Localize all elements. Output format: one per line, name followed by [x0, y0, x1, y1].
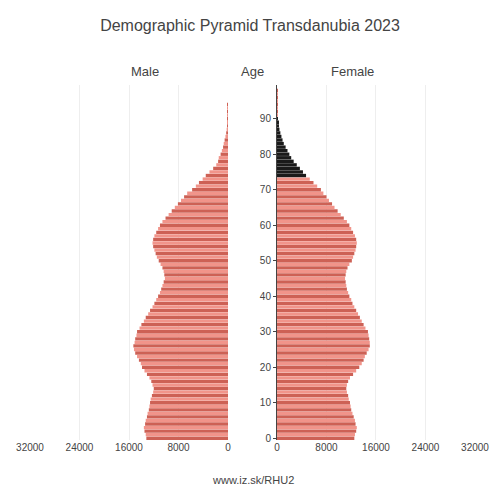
svg-text:20: 20	[260, 362, 272, 373]
svg-text:8000: 8000	[167, 442, 190, 453]
svg-text:24000: 24000	[412, 442, 440, 453]
svg-text:0: 0	[225, 442, 231, 453]
svg-text:60: 60	[260, 220, 272, 231]
svg-text:0: 0	[274, 442, 280, 453]
svg-text:32000: 32000	[461, 442, 489, 453]
svg-text:32000: 32000	[16, 442, 44, 453]
svg-text:80: 80	[260, 149, 272, 160]
svg-text:70: 70	[260, 184, 272, 195]
svg-text:90: 90	[260, 113, 272, 124]
svg-text:Male: Male	[131, 64, 159, 79]
svg-text:40: 40	[260, 291, 272, 302]
svg-text:16000: 16000	[115, 442, 143, 453]
svg-text:www.iz.sk/RHU2: www.iz.sk/RHU2	[212, 474, 294, 486]
svg-text:16000: 16000	[362, 442, 390, 453]
svg-text:Age: Age	[241, 64, 264, 79]
svg-text:24000: 24000	[66, 442, 94, 453]
svg-text:Demographic Pyramid Transdanub: Demographic Pyramid Transdanubia 2023	[100, 17, 400, 34]
svg-text:50: 50	[260, 255, 272, 266]
svg-text:8000: 8000	[315, 442, 338, 453]
svg-text:30: 30	[260, 326, 272, 337]
svg-text:0: 0	[265, 433, 271, 444]
svg-text:Female: Female	[331, 64, 374, 79]
svg-text:10: 10	[260, 397, 272, 408]
